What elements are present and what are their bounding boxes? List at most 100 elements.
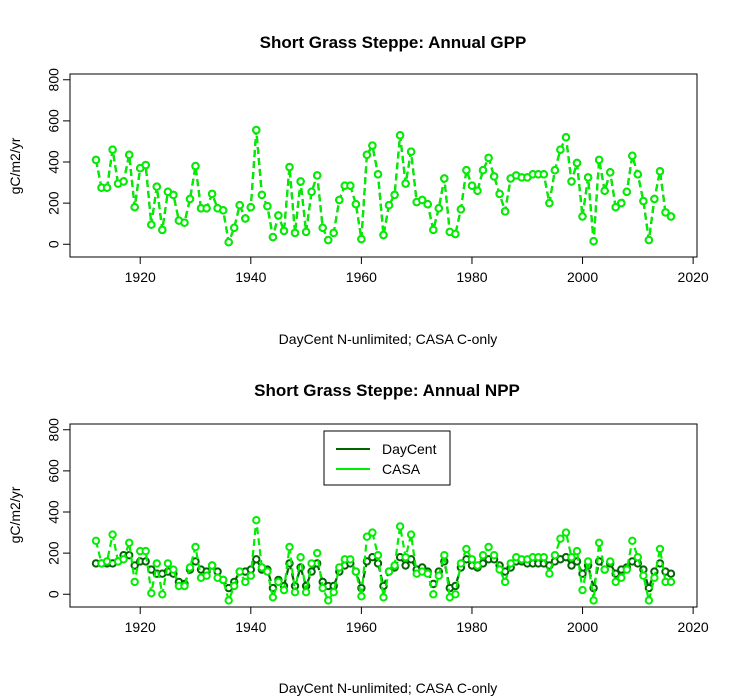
data-point-casa — [572, 546, 582, 556]
data-point-casa — [307, 559, 316, 568]
y-tick-label: 800 — [46, 418, 62, 442]
data-point-casa — [628, 151, 637, 161]
data-point-casa — [108, 145, 117, 154]
npp-panel: Short Grass Steppe: Annual NPP 0 200 400 60… — [7, 381, 709, 696]
data-point-casa — [130, 203, 139, 212]
data-point-casa — [440, 174, 449, 183]
y-tick-label: 200 — [46, 191, 62, 215]
data-point-casa — [246, 571, 256, 580]
data-point-casa — [163, 559, 173, 568]
data-point-casa — [478, 551, 488, 560]
x-tick-label: 1960 — [346, 269, 377, 285]
gpp-plot-box — [69, 73, 698, 258]
data-point-casa — [567, 177, 576, 186]
data-point-casa — [401, 179, 410, 188]
data-point-casa — [285, 162, 294, 172]
data-point-casa — [567, 553, 576, 562]
data-point-casa — [473, 186, 482, 196]
data-point-casa — [180, 218, 189, 227]
data-point-casa — [622, 187, 631, 197]
data-point-casa — [147, 589, 156, 598]
data-point-casa — [152, 182, 162, 191]
y-tick-label: 200 — [46, 541, 62, 565]
data-point-casa — [440, 551, 449, 560]
data-point-casa — [91, 155, 101, 165]
data-point-casa — [373, 551, 383, 560]
data-point-casa — [351, 200, 361, 209]
data-point-casa — [335, 195, 344, 205]
data-point-casa — [224, 238, 233, 247]
data-point-casa — [368, 528, 377, 537]
data-point-casa — [169, 565, 178, 574]
data-point-casa — [561, 528, 571, 537]
data-point-casa — [185, 563, 195, 572]
data-point-casa — [384, 567, 394, 576]
data-point-daycent — [578, 569, 587, 578]
gpp-panel: Short Grass Steppe: Annual GPP 0 200 400 60… — [7, 33, 709, 347]
data-point-casa — [268, 593, 278, 602]
data-point-casa — [313, 171, 322, 180]
y-tick-label: 600 — [46, 459, 62, 483]
data-point-casa — [583, 173, 593, 182]
data-point-casa — [351, 567, 361, 576]
data-point-casa — [395, 522, 405, 531]
data-point-casa — [661, 208, 670, 217]
data-point-casa — [274, 577, 283, 587]
data-point-casa — [473, 561, 482, 570]
data-point-casa — [224, 596, 233, 605]
data-point-casa — [158, 225, 167, 235]
data-point-casa — [324, 596, 333, 605]
data-point-casa — [484, 542, 493, 552]
npp-legend: DayCent CASA — [323, 430, 451, 486]
data-point-casa — [622, 565, 631, 574]
data-point-casa — [539, 553, 548, 562]
data-point-casa — [125, 538, 134, 547]
data-point-casa — [617, 198, 626, 208]
data-point-casa — [290, 228, 300, 238]
data-point-casa — [158, 590, 167, 599]
data-point-casa — [495, 189, 504, 199]
data-point-casa — [655, 167, 665, 176]
data-point-casa — [611, 203, 620, 212]
data-point-casa — [423, 200, 432, 209]
data-point-casa — [606, 557, 615, 566]
legend-label-casa: CASA — [382, 461, 421, 477]
npp-y-axis-label: gC/m2/yr — [7, 486, 23, 543]
gpp-title: Short Grass Steppe: Annual GPP — [260, 33, 527, 52]
data-point-casa — [550, 551, 560, 560]
data-point-casa — [633, 170, 642, 179]
gpp-series-layer — [91, 125, 676, 247]
x-tick-label: 2000 — [567, 269, 598, 285]
npp-y-axis: 0 200 400 600 800 — [46, 418, 70, 598]
data-point-casa — [346, 181, 355, 190]
data-point-casa — [545, 198, 554, 208]
data-point-casa — [152, 559, 162, 568]
data-point-casa — [335, 563, 344, 572]
data-point-casa — [307, 187, 316, 197]
data-point-casa — [456, 205, 466, 214]
data-point-casa — [346, 555, 355, 564]
x-tick-label: 2000 — [567, 619, 598, 635]
data-point-casa — [556, 145, 565, 154]
data-point-casa — [600, 565, 609, 574]
data-point-casa — [279, 585, 289, 595]
data-point-casa — [368, 141, 377, 150]
gpp-x-axis-label: DayCent N-unlimited; CASA C-only — [279, 331, 498, 347]
data-point-casa — [390, 561, 399, 570]
y-tick-label: 400 — [46, 500, 62, 524]
data-point-casa — [357, 234, 366, 244]
data-point-casa — [434, 204, 443, 213]
data-point-casa — [384, 201, 394, 210]
data-point-casa — [202, 571, 211, 580]
data-point-casa — [639, 196, 648, 206]
data-point-casa — [108, 530, 117, 539]
data-point-casa — [478, 166, 488, 175]
data-point-casa — [219, 206, 228, 215]
x-tick-label: 1960 — [346, 619, 377, 635]
data-point-casa — [357, 592, 366, 601]
data-point-casa — [230, 223, 239, 233]
data-point-casa — [318, 223, 327, 233]
data-point-casa — [285, 542, 294, 552]
y-tick-label: 800 — [46, 68, 62, 92]
